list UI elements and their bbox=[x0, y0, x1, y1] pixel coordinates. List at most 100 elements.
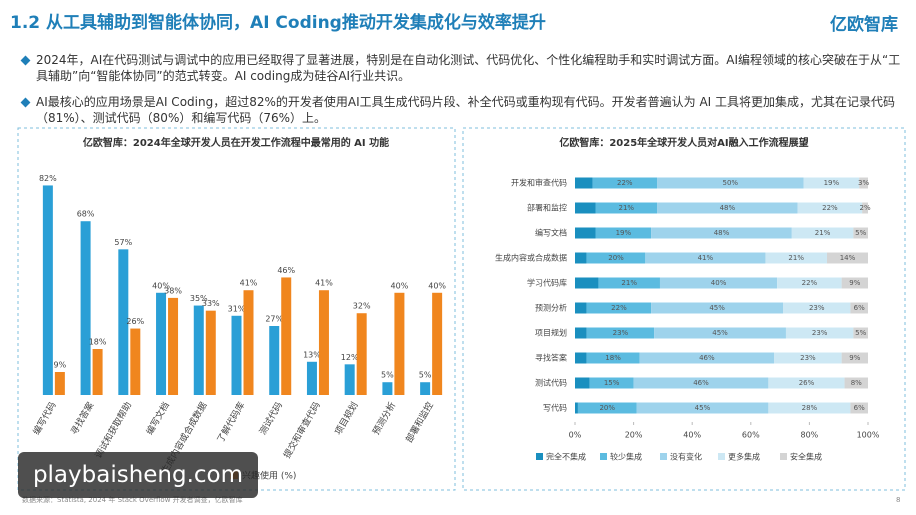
bar-segment bbox=[595, 227, 652, 239]
bar bbox=[356, 313, 367, 395]
bar-segment bbox=[826, 252, 868, 264]
bar-segment bbox=[639, 352, 775, 364]
bar bbox=[306, 361, 317, 395]
bar bbox=[156, 292, 167, 395]
bar-segment bbox=[783, 302, 851, 314]
data-label: 32% bbox=[353, 302, 371, 311]
data-label: 15% bbox=[604, 379, 620, 387]
y-tick-label: 学习代码库 bbox=[527, 278, 567, 288]
data-label: 41% bbox=[240, 279, 258, 288]
data-label: 45% bbox=[695, 404, 711, 412]
watermark: playbaisheng.com bbox=[18, 452, 258, 498]
bar bbox=[318, 290, 329, 395]
data-label: 40% bbox=[152, 281, 170, 290]
x-tick-label: 预测分析 bbox=[370, 400, 398, 437]
bar-segment bbox=[645, 252, 766, 264]
bar-segment bbox=[862, 202, 868, 214]
data-label: 45% bbox=[709, 304, 725, 312]
legend-swatch bbox=[780, 453, 787, 460]
bar-segment bbox=[791, 227, 854, 239]
x-tick-label: 20% bbox=[625, 431, 643, 440]
y-tick-label: 预测分析 bbox=[535, 303, 567, 313]
bar-segment bbox=[586, 327, 655, 339]
data-label: 5% bbox=[855, 329, 866, 337]
bar-segment bbox=[592, 177, 658, 189]
panel bbox=[17, 127, 456, 491]
bar-segment bbox=[589, 377, 634, 389]
data-label: 27% bbox=[265, 315, 283, 324]
x-tick-label: 了解代码库 bbox=[214, 400, 247, 445]
data-label: 5% bbox=[381, 371, 394, 380]
x-tick-label: 提交和审查代码 bbox=[281, 400, 323, 461]
data-label: 40% bbox=[428, 281, 446, 290]
bar-segment bbox=[659, 277, 778, 289]
data-label: 3% bbox=[858, 179, 869, 187]
x-tick-label: 0% bbox=[569, 431, 582, 440]
data-label: 46% bbox=[693, 379, 709, 387]
data-label: 6% bbox=[854, 304, 865, 312]
bullet: AI最核心的应用场景是AI Coding，超过82%的开发者使用AI工具生成代码… bbox=[36, 94, 904, 126]
bar-segment bbox=[651, 302, 784, 314]
page-number: 8 bbox=[896, 496, 900, 504]
data-label: 13% bbox=[303, 350, 321, 359]
data-label: 38% bbox=[164, 286, 182, 295]
data-label: 14% bbox=[840, 254, 856, 262]
y-tick-label: 生成内容或合成数据 bbox=[495, 253, 567, 263]
bar-segment bbox=[841, 352, 868, 364]
bar bbox=[42, 185, 53, 395]
x-tick-label: 测试代码 bbox=[257, 400, 285, 437]
legend-label: 更多集成 bbox=[728, 452, 760, 462]
legend-swatch bbox=[718, 453, 725, 460]
data-label: 22% bbox=[822, 204, 838, 212]
data-label: 20% bbox=[599, 404, 615, 412]
x-tick-label: 寻找答案 bbox=[68, 400, 96, 437]
x-tick-label: 100% bbox=[857, 431, 880, 440]
bar-segment bbox=[575, 252, 587, 264]
legend-label: 完全不集成 bbox=[546, 452, 586, 462]
x-tick-label: 部署和监控 bbox=[403, 400, 436, 445]
bar-segment bbox=[575, 352, 587, 364]
data-label: 22% bbox=[617, 179, 633, 187]
bar bbox=[54, 372, 65, 395]
legend-label: 安全集成 bbox=[790, 452, 822, 462]
bar-segment bbox=[577, 402, 637, 414]
bar-segment bbox=[844, 377, 868, 389]
bar-segment bbox=[797, 202, 863, 214]
bar-segment bbox=[575, 277, 599, 289]
bar bbox=[269, 326, 280, 395]
bar-segment bbox=[575, 402, 578, 414]
bar bbox=[344, 364, 355, 395]
bar bbox=[394, 292, 405, 395]
legend-swatch bbox=[660, 453, 667, 460]
bar-segment bbox=[853, 227, 868, 239]
bar-segment bbox=[785, 327, 854, 339]
data-label: 19% bbox=[824, 179, 840, 187]
x-tick-label: 60% bbox=[742, 431, 760, 440]
bar bbox=[92, 349, 103, 395]
bar-segment bbox=[595, 202, 658, 214]
bar-segment bbox=[777, 277, 842, 289]
legend-swatch bbox=[600, 453, 607, 460]
data-label: 23% bbox=[800, 354, 816, 362]
data-label: 57% bbox=[114, 238, 132, 247]
bar bbox=[243, 290, 254, 395]
bar bbox=[80, 221, 91, 395]
data-label: 9% bbox=[54, 361, 67, 370]
legend-label: 较少集成 bbox=[610, 452, 642, 462]
bar bbox=[420, 382, 431, 395]
x-tick-label: 80% bbox=[801, 431, 819, 440]
bar-segment bbox=[575, 177, 593, 189]
data-label: 35% bbox=[190, 294, 208, 303]
y-tick-label: 开发和审查代码 bbox=[511, 178, 567, 188]
data-label: 18% bbox=[89, 338, 107, 347]
bar-segment bbox=[768, 402, 851, 414]
bar-segment bbox=[633, 377, 769, 389]
bar-segment bbox=[598, 277, 660, 289]
bar bbox=[130, 328, 141, 395]
y-tick-label: 项目规划 bbox=[535, 328, 567, 338]
data-label: 23% bbox=[613, 329, 629, 337]
bar-segment bbox=[774, 352, 842, 364]
legend-swatch bbox=[536, 453, 543, 460]
bar bbox=[168, 297, 179, 395]
